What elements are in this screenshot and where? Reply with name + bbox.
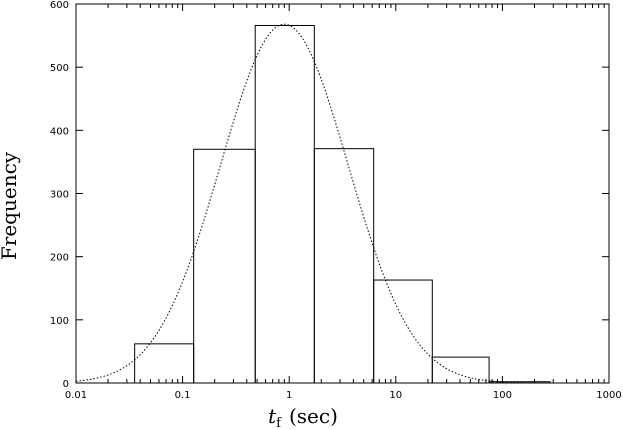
histogram-bar: [134, 343, 195, 384]
axis-ticks: [75, 3, 610, 384]
x-tick-label: 0.1: [175, 390, 191, 401]
histogram-bar: [193, 148, 256, 384]
y-tick-label: 0: [63, 379, 69, 390]
x-axis-label: tf (sec): [268, 404, 338, 430]
x-axis-subscript: f: [276, 416, 282, 430]
y-tick-labels: 0 100 200 300 400 500 600: [50, 0, 69, 390]
x-tick-label: 100: [493, 390, 512, 401]
fit-curve: [75, 23, 609, 384]
x-axis-symbol: t: [268, 404, 277, 428]
y-tick-label: 400: [50, 126, 69, 137]
histogram-bar: [431, 356, 490, 384]
y-tick-label: 200: [50, 253, 69, 264]
x-tick-label: 1000: [596, 390, 621, 401]
y-tick-label: 600: [50, 0, 69, 11]
y-tick-label: 300: [50, 190, 69, 201]
histogram-bar: [373, 279, 433, 384]
x-tick-label: 10: [389, 390, 402, 401]
plot-frame: [75, 3, 610, 384]
histogram-bars: [134, 24, 551, 384]
x-tick-label: 1: [286, 390, 292, 401]
x-tick-label: 0.01: [65, 390, 87, 401]
x-tick-labels: 0.01 0.1 1 10 100 1000: [65, 390, 622, 401]
histogram-bar: [254, 24, 315, 384]
histogram-bar: [313, 148, 375, 384]
y-tick-label: 100: [50, 316, 69, 327]
y-tick-label: 500: [50, 63, 69, 74]
y-axis-label: Frequency: [0, 151, 21, 260]
x-axis-unit: (sec): [289, 404, 338, 428]
